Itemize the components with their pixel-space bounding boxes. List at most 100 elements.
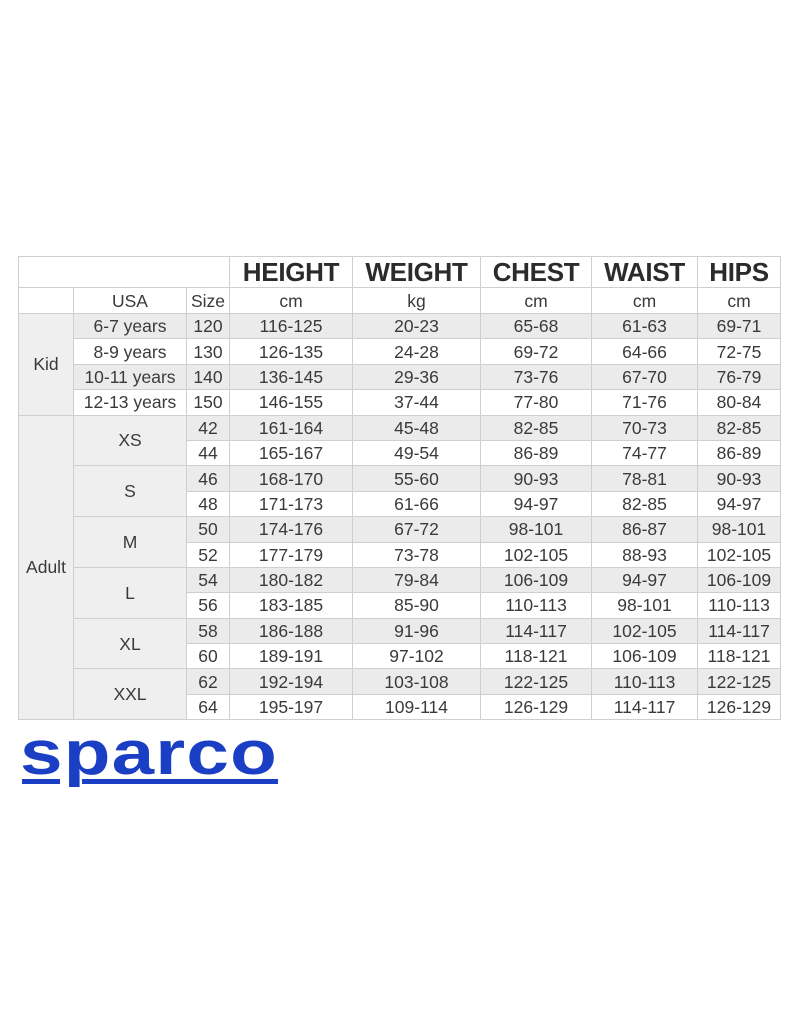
value-cell-hips: 82-85 — [697, 414, 782, 441]
value-cell-height: 174-176 — [229, 516, 354, 543]
value-cell-weight: 49-54 — [352, 439, 482, 467]
value-cell-chest: 94-97 — [480, 490, 593, 518]
unit-cell: cm — [480, 287, 593, 314]
value-cell-height: 192-194 — [229, 668, 354, 695]
value-cell-chest: 69-72 — [480, 338, 593, 365]
value-cell-weight: 20-23 — [352, 312, 482, 340]
value-cell-height: 189-191 — [229, 643, 354, 670]
value-cell-height: 116-125 — [229, 312, 354, 340]
units-row: USA Size cm kg cm cm cm — [18, 287, 782, 314]
value-cell-chest: 82-85 — [480, 414, 593, 441]
size-header: Size — [185, 287, 231, 314]
value-cell-hips: 102-105 — [697, 541, 782, 568]
value-cell-height: 186-188 — [229, 617, 354, 645]
value-cell-hips: 122-125 — [697, 668, 782, 695]
size-cell: 48 — [185, 490, 231, 518]
value-cell-waist: 61-63 — [591, 312, 699, 340]
value-cell-waist: 70-73 — [591, 414, 699, 441]
value-cell-chest: 118-121 — [480, 643, 593, 670]
value-cell-height: 180-182 — [229, 566, 354, 594]
value-cell-chest: 126-129 — [480, 693, 593, 721]
usa-age-cell: 12-13 years — [73, 389, 187, 416]
value-cell-waist: 71-76 — [591, 389, 699, 416]
usa-size-label: XXL — [73, 668, 187, 721]
size-cell: 60 — [185, 643, 231, 670]
value-cell-chest: 65-68 — [480, 312, 593, 340]
value-cell-weight: 97-102 — [352, 643, 482, 670]
size-cell: 50 — [185, 516, 231, 543]
header-blank — [17, 256, 231, 288]
usa-size-label: XS — [73, 414, 187, 467]
size-cell: 130 — [185, 338, 231, 365]
value-cell-chest: 106-109 — [480, 566, 593, 594]
value-cell-waist: 88-93 — [591, 541, 699, 568]
value-cell-hips: 69-71 — [697, 312, 782, 340]
column-header-waist: WAIST — [591, 256, 699, 288]
value-cell-hips: 110-113 — [697, 592, 782, 619]
size-cell: 58 — [185, 617, 231, 645]
value-cell-hips: 76-79 — [697, 363, 782, 391]
value-cell-weight: 61-66 — [352, 490, 482, 518]
value-cell-weight: 79-84 — [352, 566, 482, 594]
value-cell-hips: 106-109 — [697, 566, 782, 594]
size-cell: 44 — [185, 439, 231, 467]
value-cell-weight: 67-72 — [352, 516, 482, 543]
size-cell: 52 — [185, 541, 231, 568]
value-cell-waist: 67-70 — [591, 363, 699, 391]
size-cell: 64 — [185, 693, 231, 721]
value-cell-weight: 29-36 — [352, 363, 482, 391]
value-cell-weight: 73-78 — [352, 541, 482, 568]
unit-cell: cm — [229, 287, 354, 314]
size-cell: 42 — [185, 414, 231, 441]
value-cell-waist: 102-105 — [591, 617, 699, 645]
value-cell-chest: 122-125 — [480, 668, 593, 695]
usa-size-label: S — [73, 465, 187, 518]
value-cell-hips: 98-101 — [697, 516, 782, 543]
value-cell-waist: 86-87 — [591, 516, 699, 543]
value-cell-weight: 109-114 — [352, 693, 482, 721]
column-header-chest: CHEST — [480, 256, 593, 288]
svg-text:sparco: sparco — [20, 728, 278, 788]
value-cell-waist: 98-101 — [591, 592, 699, 619]
value-cell-chest: 110-113 — [480, 592, 593, 619]
value-cell-chest: 114-117 — [480, 617, 593, 645]
size-cell: 150 — [185, 389, 231, 416]
value-cell-height: 146-155 — [229, 389, 354, 416]
value-cell-weight: 85-90 — [352, 592, 482, 619]
table-row: 60 189-191 97-102 118-121 106-109 118-121 — [19, 643, 782, 670]
value-cell-height: 126-135 — [229, 338, 354, 365]
table-row: M 50 174-176 67-72 98-101 86-87 98-101 — [19, 516, 782, 568]
value-cell-weight: 91-96 — [352, 617, 482, 645]
size-cell: 62 — [185, 668, 231, 695]
value-cell-waist: 106-109 — [591, 643, 699, 670]
value-cell-hips: 114-117 — [697, 617, 782, 645]
usa-size-label: L — [73, 566, 187, 619]
usa-size-label: XL — [73, 617, 187, 670]
unit-cell: kg — [352, 287, 482, 314]
value-cell-height: 165-167 — [229, 439, 354, 467]
value-cell-chest: 77-80 — [480, 389, 593, 416]
value-cell-waist: 94-97 — [591, 566, 699, 594]
table-row: 8-9 years 130 126-135 24-28 69-72 64-66 72-75 — [19, 338, 782, 365]
group-label: Kid — [18, 313, 74, 416]
value-cell-hips: 126-129 — [697, 693, 782, 721]
table-row: 56 183-185 85-90 110-113 98-101 110-113 — [19, 592, 782, 619]
table-row: 44 165-167 49-54 86-89 74-77 86-89 — [19, 439, 782, 467]
units-blank — [18, 287, 74, 314]
value-cell-waist: 74-77 — [591, 439, 699, 467]
value-cell-waist: 64-66 — [591, 338, 699, 365]
usa-age-cell: 10-11 years — [73, 363, 187, 391]
group-label: Adult — [18, 414, 74, 721]
value-cell-hips: 90-93 — [697, 465, 782, 492]
value-cell-weight: 103-108 — [352, 668, 482, 695]
header-row: HEIGHT WEIGHT CHEST WAIST HIPS — [17, 256, 782, 288]
value-cell-height: 195-197 — [229, 693, 354, 721]
value-cell-height: 171-173 — [229, 490, 354, 518]
value-cell-chest: 86-89 — [480, 439, 593, 467]
table-row: 64 195-197 109-114 126-129 114-117 126-129 — [19, 693, 782, 721]
value-cell-hips: 94-97 — [697, 490, 782, 518]
value-cell-weight: 37-44 — [352, 389, 482, 416]
size-chart-table: HEIGHT WEIGHT CHEST WAIST HIPS USA Size cm kg cm c… — [17, 256, 782, 721]
value-cell-height: 183-185 — [229, 592, 354, 619]
usa-age-cell: 6-7 years — [73, 312, 187, 340]
